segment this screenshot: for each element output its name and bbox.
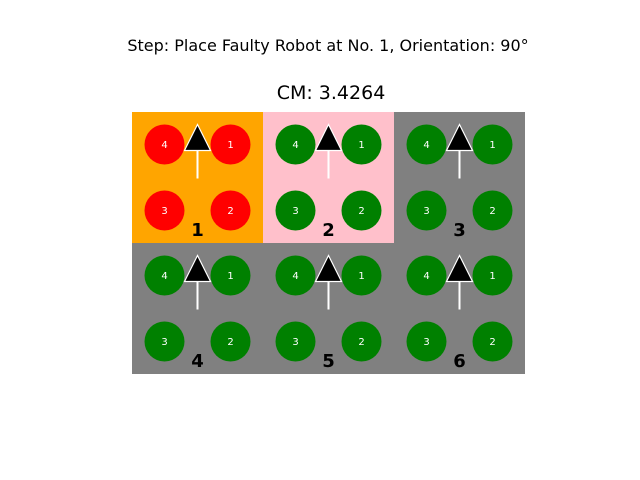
wheel-circle [144, 321, 185, 362]
wheel-label: 2 [489, 206, 495, 217]
wheel-circle [472, 255, 513, 296]
wheel-circle [406, 255, 447, 296]
wheel-2: 2 [472, 321, 513, 362]
wheel-label: 3 [423, 337, 429, 348]
wheel-3: 3 [275, 190, 316, 231]
wheel-2: 2 [210, 321, 251, 362]
arrow-head [183, 123, 212, 152]
arrow-head [183, 254, 212, 283]
wheel-1: 1 [341, 124, 382, 165]
wheel-3: 3 [406, 321, 447, 362]
arrow-head [445, 254, 474, 283]
wheel-label: 1 [227, 140, 233, 151]
arrow-head [314, 123, 343, 152]
wheel-circle [144, 255, 185, 296]
wheel-circle [406, 124, 447, 165]
cell-number: 6 [453, 351, 466, 372]
wheel-label: 4 [292, 140, 298, 151]
orientation-arrow-icon [314, 254, 343, 310]
orientation-arrow-icon [445, 254, 474, 310]
wheel-1: 1 [341, 255, 382, 296]
wheel-4: 4 [275, 255, 316, 296]
wheel-circle [341, 124, 382, 165]
wheel-3: 3 [144, 190, 185, 231]
wheel-1: 1 [472, 255, 513, 296]
orientation-arrow-icon [183, 254, 212, 310]
grid-cell-2: 4 1 3 2 2 [263, 112, 394, 243]
wheel-circle [210, 124, 251, 165]
wheel-label: 3 [161, 337, 167, 348]
grid-cell-3: 4 1 3 2 3 [394, 112, 525, 243]
cell-number: 2 [322, 220, 335, 241]
arrow-head [314, 254, 343, 283]
cell-number: 4 [191, 351, 204, 372]
wheel-circle [144, 124, 185, 165]
cm-title: CM: 3.4264 [276, 82, 386, 104]
wheel-circle [341, 190, 382, 231]
wheel-label: 1 [358, 271, 364, 282]
wheel-circle [210, 321, 251, 362]
step-title: Step: Place Faulty Robot at No. 1, Orien… [127, 36, 529, 55]
wheel-2: 2 [341, 190, 382, 231]
wheel-circle [406, 190, 447, 231]
wheel-circle [472, 190, 513, 231]
wheel-label: 2 [227, 206, 233, 217]
wheel-2: 2 [472, 190, 513, 231]
wheel-label: 4 [161, 140, 167, 151]
wheel-circle [210, 190, 251, 231]
wheel-circle [406, 321, 447, 362]
grid-cell-4: 4 1 3 2 4 [132, 243, 263, 374]
wheel-1: 1 [210, 124, 251, 165]
grid-cell-6: 4 1 3 2 6 [394, 243, 525, 374]
wheel-circle [275, 190, 316, 231]
wheel-label: 1 [227, 271, 233, 282]
cell-number: 3 [453, 220, 466, 241]
wheel-4: 4 [275, 124, 316, 165]
wheel-circle [275, 321, 316, 362]
wheel-label: 4 [423, 271, 429, 282]
cell-number: 1 [191, 220, 204, 241]
wheel-label: 1 [358, 140, 364, 151]
wheel-label: 4 [161, 271, 167, 282]
wheel-1: 1 [210, 255, 251, 296]
wheel-3: 3 [275, 321, 316, 362]
wheel-label: 2 [227, 337, 233, 348]
wheel-circle [341, 321, 382, 362]
grid-cell-5: 4 1 3 2 5 [263, 243, 394, 374]
grid-cell-1: 4 1 3 2 1 [132, 112, 263, 243]
wheel-circle [472, 321, 513, 362]
wheel-label: 3 [161, 206, 167, 217]
wheel-label: 2 [358, 206, 364, 217]
wheel-label: 3 [423, 206, 429, 217]
orientation-arrow-icon [183, 123, 212, 179]
wheel-circle [472, 124, 513, 165]
wheel-circle [275, 124, 316, 165]
arrow-head [445, 123, 474, 152]
wheel-label: 4 [292, 271, 298, 282]
cell-number: 5 [322, 351, 335, 372]
wheel-4: 4 [406, 255, 447, 296]
wheel-label: 4 [423, 140, 429, 151]
wheel-label: 2 [489, 337, 495, 348]
orientation-arrow-icon [445, 123, 474, 179]
wheel-label: 1 [489, 271, 495, 282]
wheel-circle [210, 255, 251, 296]
wheel-2: 2 [341, 321, 382, 362]
wheel-label: 1 [489, 140, 495, 151]
wheel-label: 2 [358, 337, 364, 348]
wheel-3: 3 [144, 321, 185, 362]
wheel-4: 4 [144, 255, 185, 296]
wheel-4: 4 [406, 124, 447, 165]
wheel-circle [341, 255, 382, 296]
wheel-circle [144, 190, 185, 231]
wheel-circle [275, 255, 316, 296]
wheel-label: 3 [292, 206, 298, 217]
wheel-1: 1 [472, 124, 513, 165]
wheel-label: 3 [292, 337, 298, 348]
wheel-2: 2 [210, 190, 251, 231]
orientation-arrow-icon [314, 123, 343, 179]
wheel-4: 4 [144, 124, 185, 165]
wheel-3: 3 [406, 190, 447, 231]
